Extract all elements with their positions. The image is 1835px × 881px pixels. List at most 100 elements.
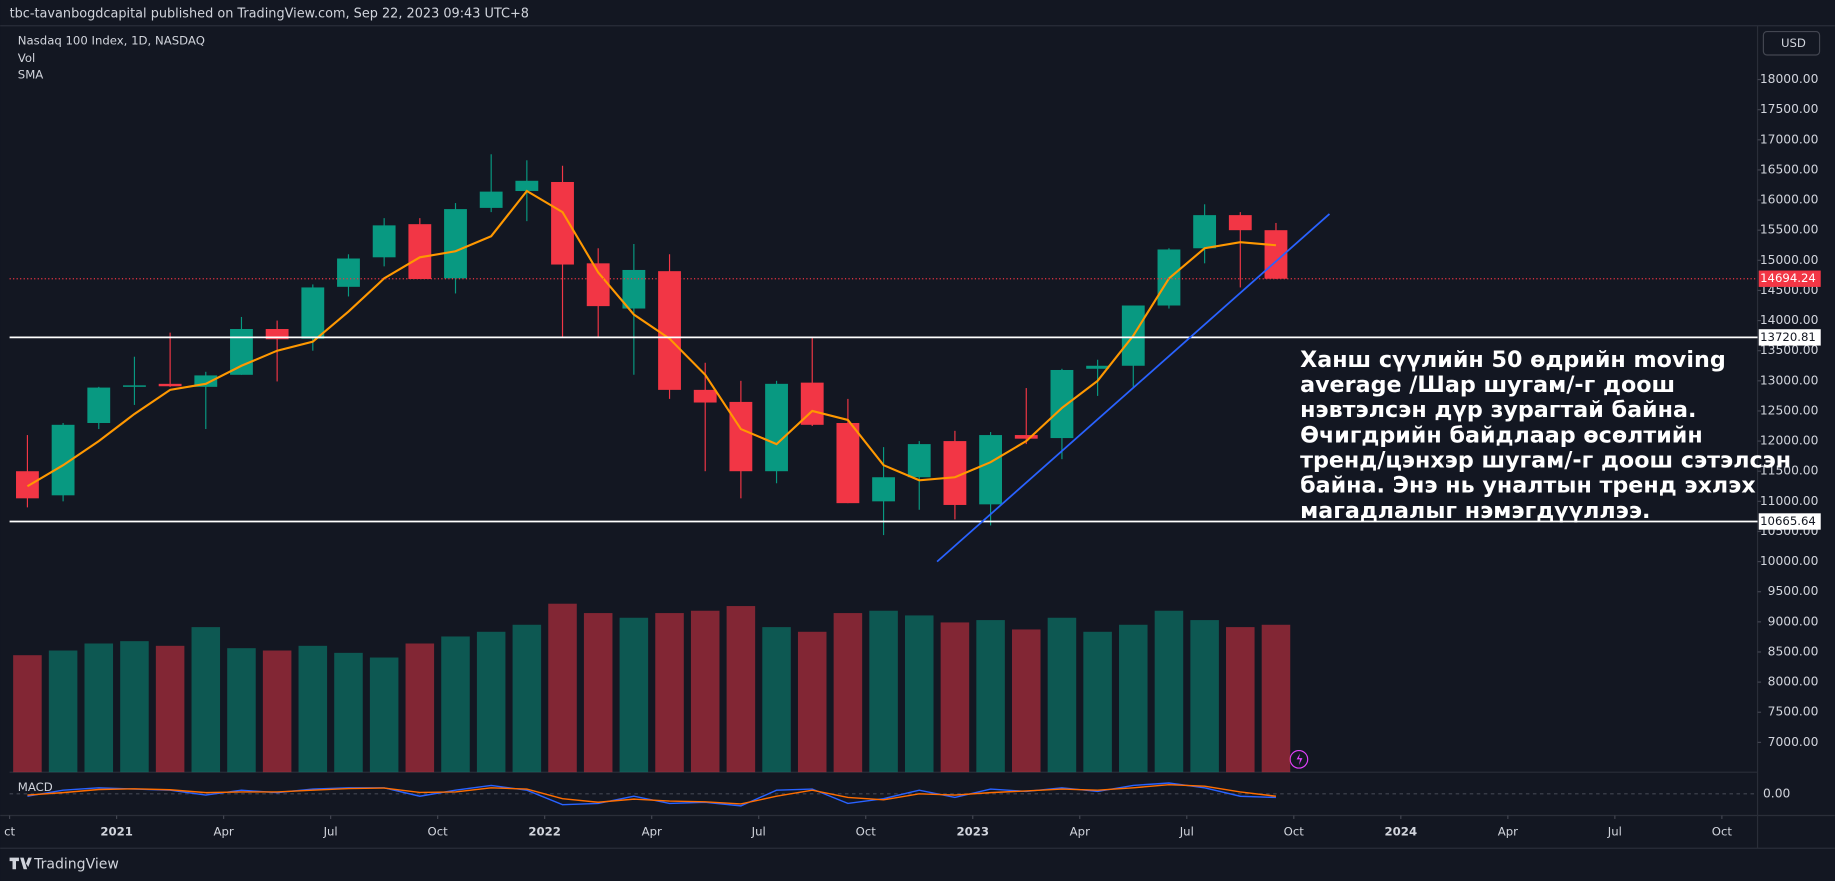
candle-body [230,329,253,375]
publisher: tbc-tavanbogdcapital published on Tradin… [10,7,529,22]
y-tick-label: 7000.00 [1768,735,1819,749]
candle-body [729,401,753,472]
price-label: 13720.81 [1760,330,1816,344]
y-tick-label: 16000.00 [1760,193,1819,207]
candle-body [16,471,39,499]
volume-bar [762,627,791,773]
x-tick-label: Oct [1284,824,1305,838]
volume-bar [1047,617,1077,773]
volume-bar [120,641,149,773]
price-label: 10665.64 [1760,514,1816,528]
candle-body [658,271,681,390]
price-label-box [1758,329,1821,346]
volume-bar [583,613,613,773]
volume-bar [512,624,542,773]
candle-body [479,191,503,208]
x-tick-label: 2024 [1385,824,1418,838]
volume-bar [227,648,256,773]
candle-body [337,258,360,287]
volume-bar [155,645,185,773]
volume-bar [1190,620,1219,773]
plot: 7000.00 7500.00 8000.00 8500.00 9000.00 9500.… [4,72,1821,838]
volume-bar [441,636,470,773]
volume-bar [405,643,435,773]
x-tick-label: Jul [323,824,338,838]
y-tick-label: 13000.00 [1760,373,1819,387]
y-tick-label: 14000.00 [1760,313,1819,327]
candle-body [693,389,717,403]
candle-body [1014,435,1038,439]
x-tick-label: Apr [1498,824,1518,838]
volume-bar [619,617,649,773]
volume-bar [548,603,577,773]
annotation-line: Өчигдрийн байдлаар өсөлтийн [1300,422,1703,448]
x-tick-label: Apr [214,824,234,838]
x-tick-label: ct [4,824,15,838]
volume-bar [84,643,114,773]
candle-body [123,385,146,387]
y-tick-label: 7500.00 [1768,705,1819,719]
annotation-line: магадлалыг нэмэгдүүллээ. [1300,498,1650,524]
price-label: 14694.24 [1760,271,1816,285]
brand: TradingView [33,857,119,873]
candle-body [765,383,788,472]
volume-bar [48,650,78,773]
candle-body [194,375,218,387]
candle-body [515,180,539,192]
y-tick-label: 12500.00 [1760,403,1819,417]
x-tick-label: 2023 [956,824,989,838]
sma-line [26,189,1277,488]
volume-bar [1083,631,1112,773]
candle-body [586,263,610,307]
candle-body [1050,369,1074,439]
volume-bar [940,622,970,773]
x-tick-label: Apr [642,824,662,838]
macd-label: MACD [18,780,53,794]
annotation-line: нэвтэлсэн дүр зурагтай байна. [1300,397,1696,423]
volume-bar [1261,624,1291,773]
volume-bar [690,610,720,773]
candle-body [51,424,75,496]
annotation-line: тренд/цэнхэр шугам/-г доош сэтэлсэн [1300,447,1791,473]
y-tick-label: 10000.00 [1760,554,1819,568]
volume-bar [833,613,863,773]
volume-bar [476,631,506,773]
x-tick-label: Oct [1712,824,1733,838]
currency-button[interactable] [1762,31,1821,56]
price-label-box [1758,270,1821,287]
chart-title: Nasdaq 100 Index, 1D, NASDAQ [18,33,205,47]
candle-body [1086,365,1110,369]
currency[interactable]: USD [1781,36,1806,50]
candle-body [836,423,860,504]
volume-bar [1154,610,1184,773]
volume-bar [655,613,684,773]
candle-body [158,383,182,387]
volume-bar [298,645,328,773]
candle-body [87,387,111,424]
candle-body [1228,215,1252,231]
annotation-line: байна. Энэ нь уналтын тренд эхлэх [1300,473,1756,499]
y-tick-label: 8000.00 [1768,675,1819,689]
x-tick-label: Jul [1179,824,1194,838]
x-tick-label: 2022 [528,824,561,838]
candle-body [551,181,574,265]
candle-body [1193,215,1217,249]
y-tick-label: 15000.00 [1760,253,1819,267]
volume-bar [1011,629,1041,773]
trend-line [936,213,1331,563]
y-tick-label: 15500.00 [1760,223,1819,237]
candle-body [444,209,467,279]
volume-bar [1119,624,1148,773]
y-tick-label: 0.00 [1763,786,1790,800]
x-tick-label: Oct [856,824,877,838]
candle-body [979,435,1003,505]
signal-line [27,783,1277,805]
y-tick-label: 17000.00 [1760,132,1819,146]
y-tick-label: 17500.00 [1760,102,1819,116]
price-label-box [1758,513,1821,530]
x-tick-label: Oct [428,824,449,838]
volume-bar [726,606,756,773]
y-tick-label: 9000.00 [1768,614,1819,628]
